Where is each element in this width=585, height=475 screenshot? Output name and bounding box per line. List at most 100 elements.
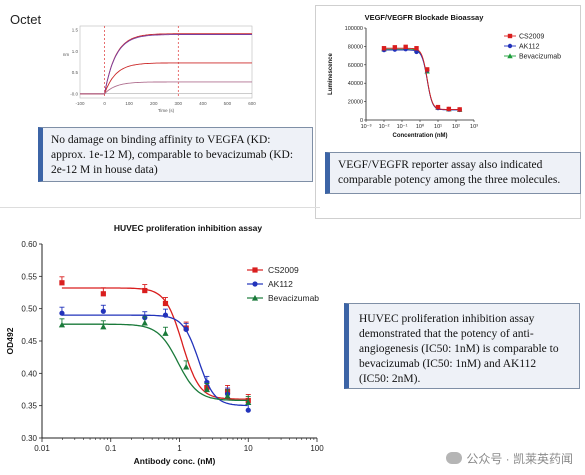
huvec-point <box>100 308 106 314</box>
octet-series-3 <box>80 81 252 95</box>
octet-sensorgram: -100 0 100 200 300 400 500 600 -0.0 0.5 1.0 1.5 Time… <box>63 25 256 113</box>
reporter-x-tick: 10⁻² <box>379 124 390 130</box>
reporter-y-tick: 100000 <box>345 26 363 32</box>
huvec-point <box>183 326 189 332</box>
huvec-y-tick: 0.55 <box>21 272 37 281</box>
reporter-callout: VEGF/VEGFR reporter assay also indicated… <box>325 152 581 194</box>
reporter-x-tick: 10⁻¹ <box>397 124 408 130</box>
huvec-legend-label: CS2009 <box>268 265 299 275</box>
octet-x-tick: 200 <box>150 101 158 106</box>
huvec-x-tick: 10 <box>244 444 253 453</box>
huvec-x-label: Antibody conc. (nM) <box>134 456 216 466</box>
huvec-y-tick: 0.45 <box>21 337 37 346</box>
reporter-y-tick: 80000 <box>348 44 363 50</box>
octet-x-label: Time (s) <box>158 108 175 113</box>
reporter-y-tick: 0 <box>360 118 363 124</box>
huvec-fit-2 <box>61 323 248 402</box>
octet-y-tick: 1.5 <box>72 28 79 33</box>
octet-series-1 <box>80 34 252 95</box>
reporter-x-tick: 10³ <box>470 124 478 130</box>
octet-x-tick: -100 <box>75 101 85 106</box>
huvec-point <box>203 386 210 393</box>
octet-y-label: nm <box>63 52 70 57</box>
huvec-point <box>224 392 231 399</box>
reporter-point <box>446 106 452 112</box>
reporter-x-tick: 10⁰ <box>416 123 425 130</box>
octet-x-tick: 0 <box>103 101 106 106</box>
octet-callout: No damage on binding affinity to VEGFA (… <box>38 127 313 182</box>
reporter-point <box>381 46 387 51</box>
watermark-text: 公众号 · 凯莱英药闻 <box>466 452 573 466</box>
huvec-point <box>162 300 169 307</box>
huvec-point <box>141 319 148 326</box>
huvec-legend-label: Bevacizumab <box>268 293 319 303</box>
octet-title: Octet <box>10 12 42 27</box>
huvec-y-tick: 0.35 <box>21 402 37 411</box>
huvec-callout: HUVEC proliferation inhibition assay dem… <box>344 303 580 389</box>
reporter-y-tick: 20000 <box>348 100 363 106</box>
huvec-point <box>183 363 190 370</box>
reporter-title: VEGF/VEGFR Blockade Bioassay <box>365 13 485 22</box>
huvec-title: HUVEC proliferation inhibition assay <box>114 223 263 233</box>
reporter-legend-label: Bevacizumab <box>519 54 561 61</box>
octet-series-0 <box>80 33 252 95</box>
reporter-chart: VEGF/VEGFR Blockade Bioassay 0 20000 40000 6… <box>328 13 561 139</box>
reporter-point <box>414 46 419 51</box>
huvec-y-label: OD492 <box>5 327 15 354</box>
reporter-point <box>392 45 398 50</box>
watermark: 公众号 · 凯莱英药闻 <box>446 450 573 467</box>
octet-x-tick: 400 <box>199 101 207 106</box>
huvec-y-tick: 0.40 <box>21 369 37 378</box>
reporter-x-label: Concentration (nM) <box>393 133 448 139</box>
huvec-legend-marker <box>252 281 258 287</box>
huvec-point <box>245 399 252 406</box>
octet-series-2 <box>80 62 252 95</box>
huvec-legend-marker <box>252 267 258 273</box>
huvec-point <box>59 310 65 316</box>
reporter-panel-frame <box>315 5 581 219</box>
reporter-legend-label: CS2009 <box>519 34 544 41</box>
huvec-x-tick: 0.01 <box>34 444 50 453</box>
reporter-fit-1 <box>384 49 459 111</box>
reporter-legend-marker <box>507 43 513 49</box>
reporter-x-tick: 10¹ <box>434 124 442 130</box>
huvec-fit-1 <box>61 314 248 407</box>
huvec-point <box>100 291 106 297</box>
octet-y-tick: 0.5 <box>72 70 79 75</box>
wechat-icon <box>446 452 463 464</box>
reporter-fit-0 <box>384 47 459 110</box>
reporter-legend-label: AK112 <box>519 44 540 51</box>
huvec-point <box>162 330 169 336</box>
section-divider <box>0 207 320 208</box>
octet-y-tick: -0.0 <box>70 91 78 96</box>
reporter-x-tick: 10⁻³ <box>361 124 372 130</box>
huvec-y-tick: 0.60 <box>21 240 37 249</box>
huvec-x-tick: 1 <box>177 444 182 453</box>
huvec-point <box>100 323 107 330</box>
huvec-point <box>245 407 251 413</box>
octet-x-tick: 500 <box>224 101 232 106</box>
huvec-x-tick: 0.1 <box>105 444 117 453</box>
octet-x-tick: 300 <box>175 101 183 106</box>
huvec-chart: HUVEC proliferation inhibition assay 0.30… <box>5 223 324 466</box>
octet-x-tick: 600 <box>248 101 256 106</box>
reporter-legend-marker <box>507 53 513 59</box>
huvec-y-tick: 0.30 <box>21 434 37 443</box>
octet-plot-frame <box>79 25 253 99</box>
reporter-y-tick: 60000 <box>348 63 363 69</box>
reporter-y-label: Luminescence <box>328 52 334 94</box>
huvec-fit-0 <box>61 287 248 400</box>
reporter-x-tick: 10² <box>452 124 460 130</box>
reporter-point <box>424 67 430 72</box>
reporter-fit-2 <box>384 48 459 111</box>
huvec-point <box>162 312 169 318</box>
reporter-y-tick: 40000 <box>348 81 363 87</box>
reporter-point <box>403 44 408 50</box>
octet-x-tick: 100 <box>125 101 133 106</box>
huvec-point <box>59 280 65 286</box>
huvec-point <box>58 321 66 328</box>
reporter-legend-marker <box>507 33 513 39</box>
octet-y-tick: 1.0 <box>72 49 79 54</box>
huvec-x-tick: 100 <box>310 444 324 453</box>
huvec-point <box>142 287 148 294</box>
